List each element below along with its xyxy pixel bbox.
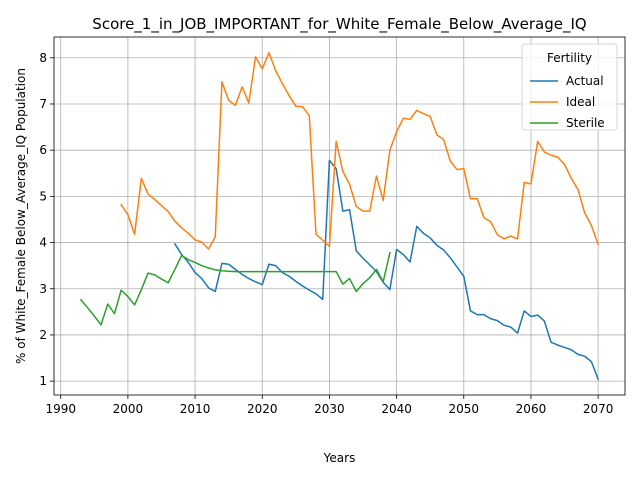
legend-entries: Actual Ideal Sterile <box>530 74 605 130</box>
y-tick-label: 8 <box>39 51 47 65</box>
x-tick-label: 2030 <box>314 402 345 416</box>
grid <box>54 37 625 395</box>
series-lines <box>79 51 600 381</box>
legend-label-ideal: Ideal <box>566 95 595 109</box>
x-tick-label: 1990 <box>45 402 76 416</box>
x-tick-label: 2020 <box>247 402 278 416</box>
x-tick-label: 2050 <box>449 402 480 416</box>
legend-label-actual: Actual <box>566 74 604 88</box>
x-tick-label: 2010 <box>180 402 211 416</box>
y-tick-label: 5 <box>39 189 47 203</box>
y-tick-label: 3 <box>39 282 47 296</box>
series-line-actual <box>173 159 600 381</box>
legend-label-sterile: Sterile <box>566 116 605 130</box>
x-tick-label: 2070 <box>583 402 614 416</box>
x-tick-label: 2000 <box>113 402 144 416</box>
series-line-sterile <box>79 251 391 326</box>
y-tick-label: 4 <box>39 236 47 250</box>
series-line-ideal <box>120 51 600 250</box>
y-tick-label: 6 <box>39 143 47 157</box>
y-axis-label: % of White_Female Below_Average_IQ Popul… <box>14 68 28 364</box>
y-tick-label: 1 <box>39 374 47 388</box>
legend-frame <box>521 43 618 131</box>
plot-frame <box>53 36 626 396</box>
y-tick-label: 7 <box>39 97 47 111</box>
x-axis-label: Years <box>323 451 356 465</box>
axis-ticks: 1990 2000 2010 2020 2030 2040 2050 2060 2070 1 2 3 4… <box>39 51 613 416</box>
legend-title: Fertility <box>547 51 592 65</box>
chart-title: Score_1_in_JOB_IMPORTANT_for_White_Femal… <box>92 15 586 34</box>
y-tick-label: 2 <box>39 328 47 342</box>
x-tick-label: 2060 <box>516 402 547 416</box>
x-tick-label: 2040 <box>381 402 412 416</box>
legend: Fertility Actual Ideal Sterile <box>521 43 618 131</box>
